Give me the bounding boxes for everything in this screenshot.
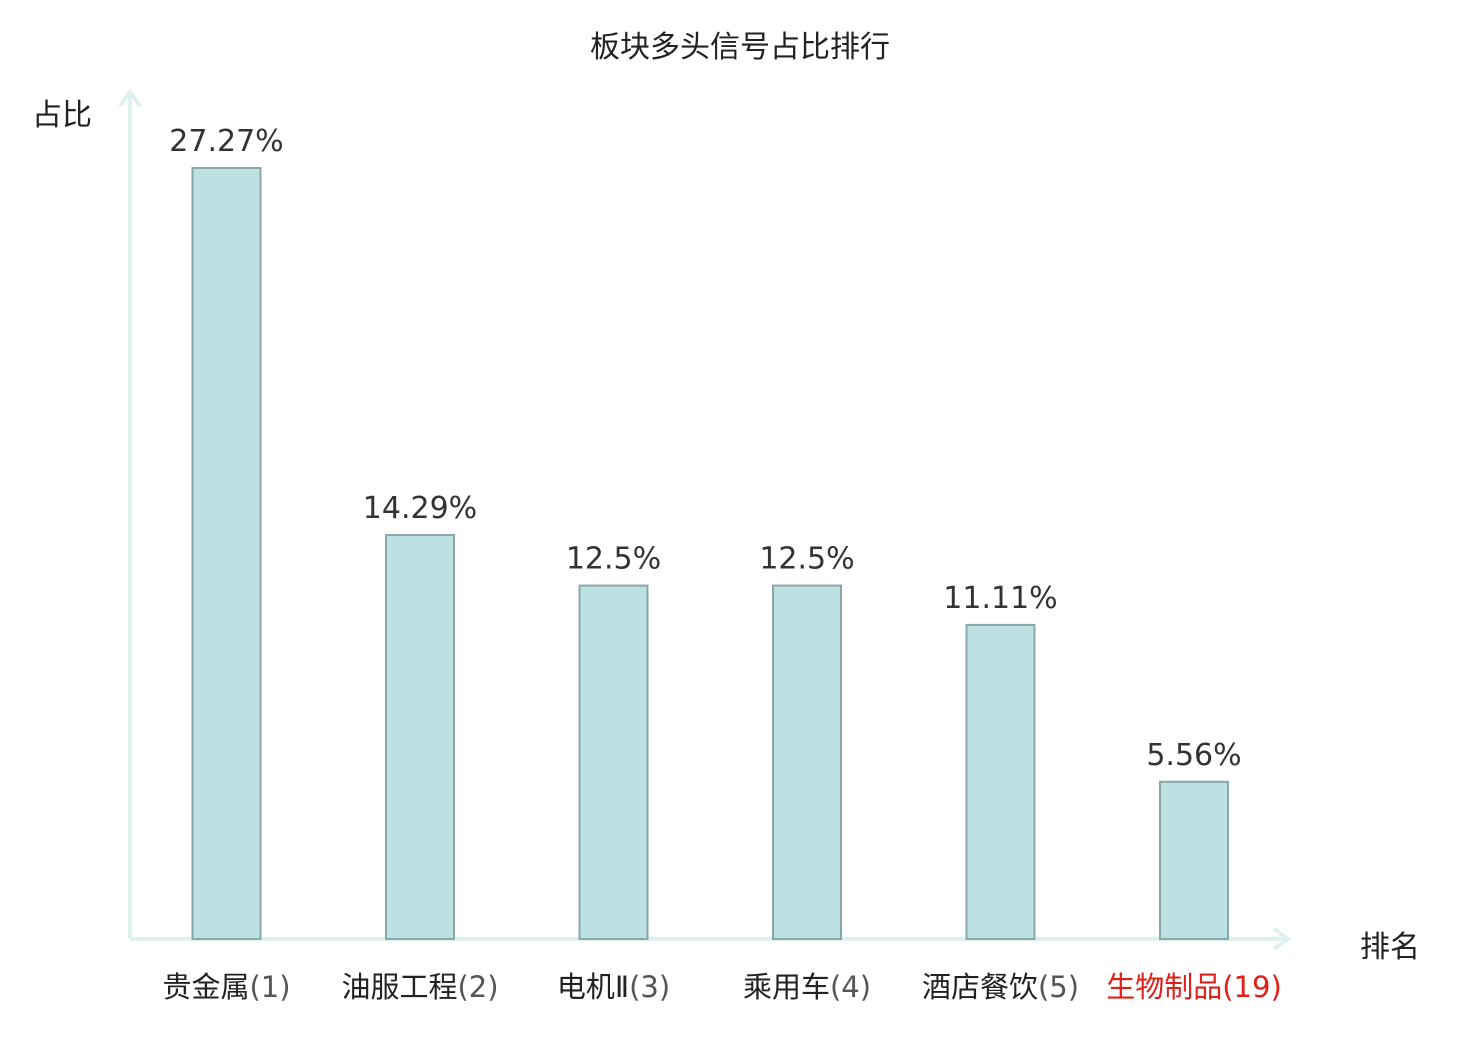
value-label-3: 12.5% bbox=[566, 542, 661, 577]
bar-3 bbox=[578, 584, 649, 940]
value-label-6: 5.56% bbox=[1146, 738, 1241, 773]
bar-4 bbox=[772, 584, 842, 940]
value-label-5: 11.11% bbox=[943, 581, 1057, 616]
x-tick-label-4: 乘用车(4) bbox=[707, 964, 907, 1006]
chart-title: 板块多头信号占比排行 bbox=[590, 30, 890, 65]
x-axis-title: 排名 bbox=[1360, 930, 1420, 965]
category-name: 酒店餐饮 bbox=[921, 970, 1038, 1004]
category-name: 电机Ⅱ bbox=[556, 970, 630, 1004]
x-tick-label-6: 生物制品(19) bbox=[1094, 964, 1294, 1006]
category-rank: (4) bbox=[829, 970, 872, 1004]
value-label-1: 27.27% bbox=[169, 124, 283, 159]
category-name: 油服工程 bbox=[341, 970, 458, 1004]
category-rank: (5) bbox=[1037, 970, 1080, 1004]
y-axis bbox=[118, 88, 142, 939]
value-label-2: 14.29% bbox=[363, 491, 477, 526]
y-axis-title: 占比 bbox=[32, 98, 92, 133]
bar-6 bbox=[1159, 780, 1229, 941]
category-rank: (1) bbox=[249, 970, 291, 1004]
x-axis bbox=[130, 927, 1292, 951]
category-name: 贵金属 bbox=[162, 970, 250, 1004]
x-tick-label-5: 酒店餐饮(5) bbox=[901, 964, 1101, 1006]
x-tick-label-3: 电机Ⅱ(3) bbox=[514, 964, 714, 1006]
bar-5 bbox=[965, 623, 1036, 941]
bar-1 bbox=[191, 167, 262, 940]
category-name: 乘用车 bbox=[742, 970, 830, 1004]
category-rank: (2) bbox=[457, 970, 499, 1004]
x-tick-label-2: 油服工程(2) bbox=[320, 964, 520, 1006]
category-name: 生物制品 bbox=[1106, 970, 1223, 1004]
value-label-4: 12.5% bbox=[759, 542, 854, 577]
category-rank: (3) bbox=[629, 970, 671, 1004]
bar-2 bbox=[385, 533, 455, 941]
x-tick-label-1: 贵金属(1) bbox=[127, 964, 327, 1006]
category-rank: (19) bbox=[1222, 970, 1282, 1004]
